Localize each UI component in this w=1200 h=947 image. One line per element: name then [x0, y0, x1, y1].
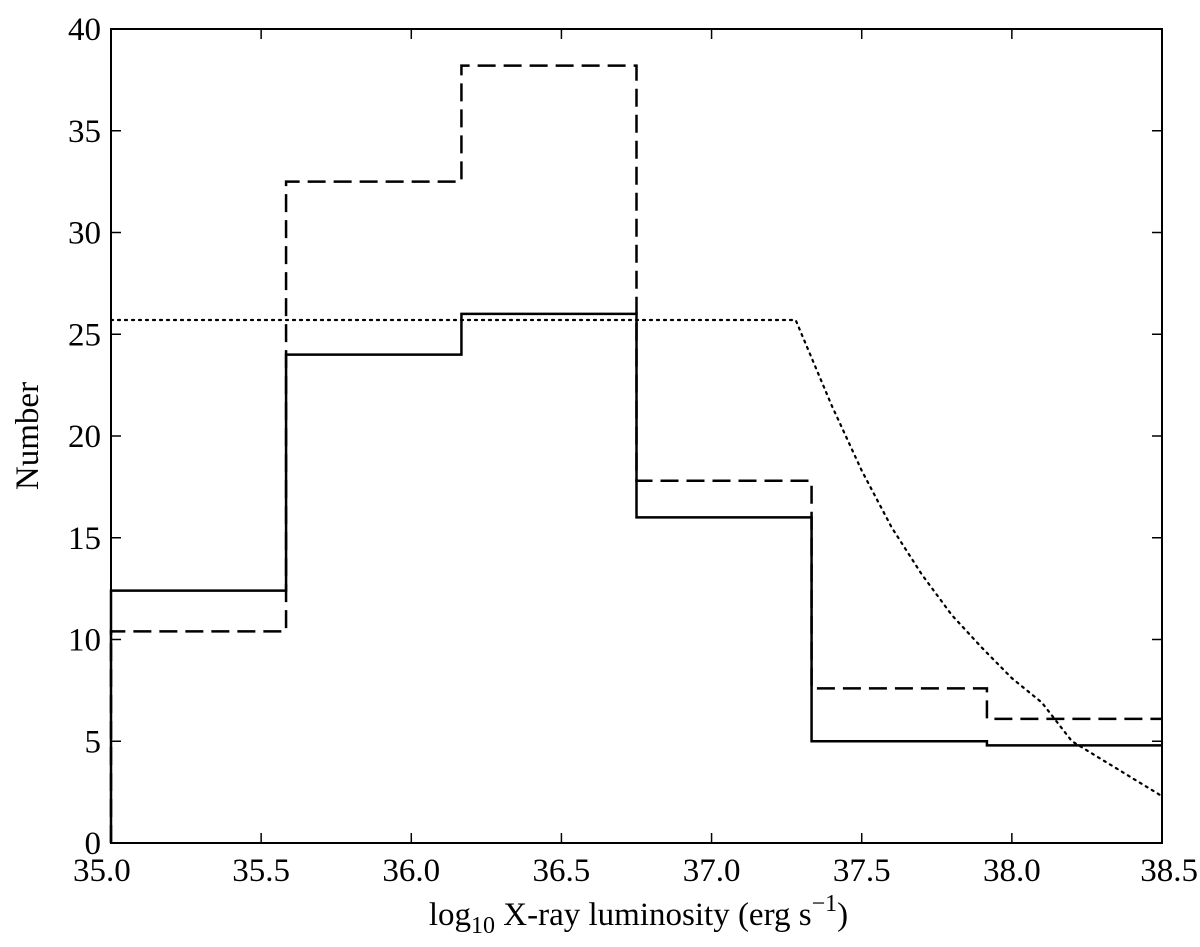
x-axis-label-superscript: −1 [812, 891, 838, 917]
x-axis-label: log10 X-ray luminosity (erg s−1) [429, 891, 848, 939]
y-axis-label: Number [10, 382, 46, 490]
x-tick-label: 35.5 [232, 853, 290, 889]
y-tick-label: 15 [68, 521, 101, 557]
x-axis-label-subscript: 10 [471, 913, 495, 939]
x-axis-label-main: X-ray luminosity (erg s [495, 897, 812, 933]
y-tick-label: 5 [85, 724, 102, 760]
x-tick-label: 37.0 [683, 853, 741, 889]
tick-labels-layer: 35.0 35.5 36.0 36.5 37.0 37.5 38.0 38.5 0 5 10 15 20… [68, 12, 1198, 889]
x-tick-label: 37.5 [833, 853, 891, 889]
y-tick-label: 25 [68, 317, 101, 353]
x-tick-label: 36.0 [382, 853, 440, 889]
ticks-layer [110, 28, 1163, 844]
x-axis-label-suffix: ) [837, 897, 848, 933]
y-tick-label: 20 [68, 419, 101, 455]
x-axis-label-prefix: log [429, 897, 471, 933]
y-tick-label: 10 [68, 623, 101, 659]
series-dashed-line [109, 64, 1162, 843]
y-tick-label: 35 [68, 114, 101, 150]
series-layer [109, 64, 1164, 843]
x-tick-label: 36.5 [533, 853, 591, 889]
x-tick-label: 38.0 [983, 853, 1041, 889]
y-tick-label: 0 [85, 826, 102, 862]
y-tick-label: 40 [68, 12, 101, 48]
y-tick-label: 30 [68, 216, 101, 252]
x-tick-label: 38.5 [1140, 853, 1198, 889]
series-solid-line [109, 312, 1162, 843]
x-tick-label: 35.0 [73, 853, 131, 889]
